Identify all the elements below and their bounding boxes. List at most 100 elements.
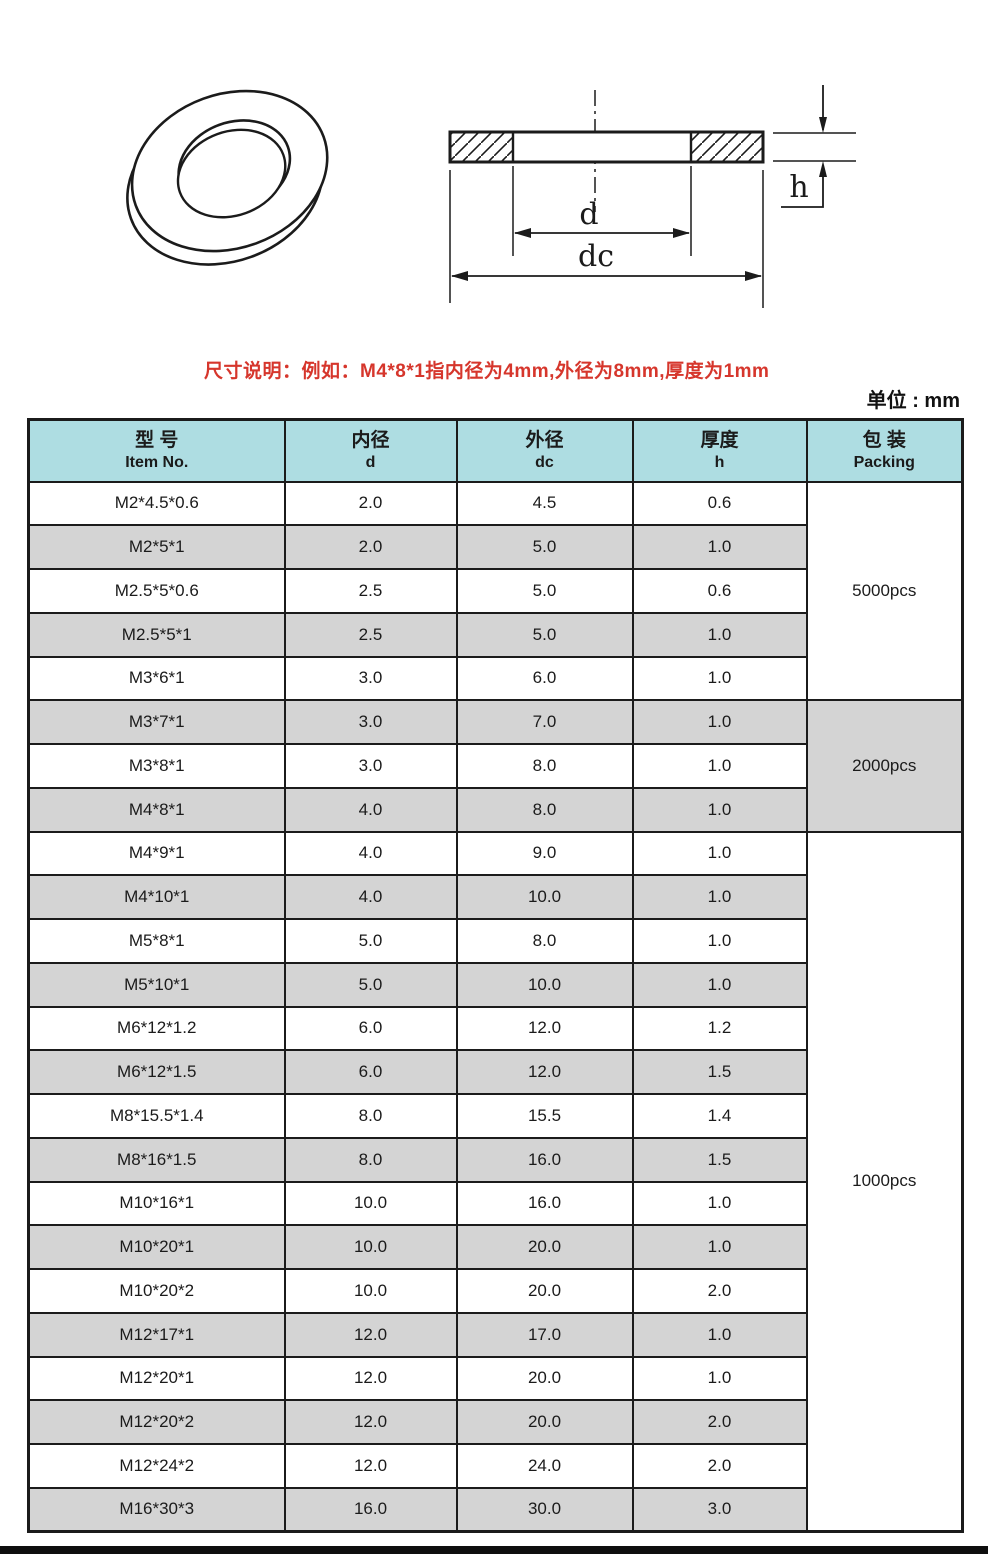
cell-h: 1.0 [631,1355,808,1402]
cell-d: 12.0 [283,1355,458,1402]
cell-d: 4.0 [283,830,458,877]
cell-d: 6.0 [283,1005,458,1052]
cell-item: M12*17*1 [27,1311,286,1358]
table-row: M10*20*2 10.0 20.0 2.0 [27,1268,963,1314]
cell-dc: 20.0 [455,1268,634,1314]
cell-d: 2.0 [283,524,458,570]
cell-d: 5.0 [283,918,458,964]
cell-dc: 30.0 [455,1486,634,1533]
cell-packing: 5000pcs [805,480,964,702]
cell-item: M3*6*1 [27,655,286,702]
cell-dc: 16.0 [455,1136,634,1183]
header-item-no-en: Item No. [125,454,189,472]
cell-packing: 1000pcs [805,830,964,1533]
cell-h: 0.6 [631,568,808,614]
header-inner-diameter: 内径 d [283,418,458,483]
cell-d: 5.0 [283,961,458,1008]
header-item-no-zh: 型 号 [135,430,179,452]
cell-item: M6*12*1.2 [27,1005,286,1052]
cell-h: 2.0 [631,1443,808,1489]
cell-dc: 12.0 [455,1049,634,1095]
cell-h: 1.0 [631,699,808,745]
table-row: M2.5*5*0.6 2.5 5.0 0.6 [27,568,963,614]
cell-d: 10.0 [283,1268,458,1314]
cell-h: 2.0 [631,1399,808,1445]
dim-label-h: h [789,170,808,205]
header-inner-diameter-en: d [365,454,376,472]
table-row: M3*7*1 3.0 7.0 1.0 2000pcs [27,699,964,833]
cell-dc: 5.0 [455,611,634,658]
cell-d: 3.0 [283,655,458,702]
washer-cross-section: d dc h [448,85,856,308]
cell-d: 4.0 [283,874,458,920]
cell-item: M16*30*3 [27,1486,286,1533]
cell-d: 12.0 [283,1311,458,1358]
cell-item: M5*8*1 [27,918,286,964]
cell-h: 1.0 [631,1224,808,1270]
cell-dc: 10.0 [455,874,634,920]
header-thickness-en: h [714,454,725,472]
cell-dc: 24.0 [455,1443,634,1489]
cell-d: 2.5 [283,611,458,658]
cell-item: M12*24*2 [27,1443,286,1489]
cell-dc: 9.0 [455,830,634,877]
table-row: M12*20*2 12.0 20.0 2.0 [27,1399,963,1445]
header-item-no: 型 号 Item No. [27,418,286,483]
cell-dc: 20.0 [455,1224,634,1270]
washer-technical-drawing: d dc h [126,85,856,308]
cell-d: 8.0 [283,1093,458,1139]
cell-dc: 8.0 [455,918,634,964]
cell-d: 2.0 [283,480,458,527]
cell-h: 3.0 [631,1486,808,1533]
cell-h: 1.0 [631,961,808,1008]
header-packing: 包 装 Packing [805,418,964,483]
cell-item: M12*20*1 [27,1355,286,1402]
table-row: M5*10*1 5.0 10.0 1.0 [27,961,963,1008]
cell-dc: 20.0 [455,1399,634,1445]
cell-d: 3.0 [283,743,458,789]
cell-dc: 15.5 [455,1093,634,1139]
cell-dc: 20.0 [455,1355,634,1402]
bottom-divider-bar [0,1546,988,1554]
table-row: M4*9*1 4.0 9.0 1.0 1000pcs [27,830,964,1533]
table-row: M2*5*1 2.0 5.0 1.0 [27,524,963,570]
washer-3d-view [126,89,329,266]
cell-h: 0.6 [631,480,808,527]
header-outer-diameter-en: dc [535,454,554,472]
table-header-row: 型 号 Item No. 内径 d 外径 dc 厚度 h 包 装 Packing [27,418,964,483]
cell-h: 1.0 [631,1311,808,1358]
cell-h: 1.4 [631,1093,808,1139]
cell-item: M3*8*1 [27,743,286,789]
cell-dc: 4.5 [455,480,634,527]
cell-item: M5*10*1 [27,961,286,1008]
cell-dc: 16.0 [455,1180,634,1227]
cell-dc: 10.0 [455,961,634,1008]
header-packing-en: Packing [853,454,915,472]
table-row: M8*15.5*1.4 8.0 15.5 1.4 [27,1093,963,1139]
table-row: M8*16*1.5 8.0 16.0 1.5 [27,1136,963,1183]
cell-dc: 17.0 [455,1311,634,1358]
table-row: M2.5*5*1 2.5 5.0 1.0 [27,611,963,658]
table-row: M4*10*1 4.0 10.0 1.0 [27,874,963,920]
cell-d: 2.5 [283,568,458,614]
cell-dc: 5.0 [455,524,634,570]
cell-d: 4.0 [283,786,458,833]
cell-h: 1.5 [631,1049,808,1095]
unit-label: 单位 : mm [866,390,960,412]
cell-h: 2.0 [631,1268,808,1314]
cell-h: 1.0 [631,918,808,964]
cell-d: 16.0 [283,1486,458,1533]
table-row: M6*12*1.2 6.0 12.0 1.2 [27,1005,963,1052]
table-row: M12*17*1 12.0 17.0 1.0 [27,1311,963,1358]
cell-h: 1.5 [631,1136,808,1183]
cell-item: M12*20*2 [27,1399,286,1445]
cell-item: M10*20*1 [27,1224,286,1270]
cell-dc: 7.0 [455,699,634,745]
cell-d: 12.0 [283,1399,458,1445]
header-thickness: 厚度 h [631,418,808,483]
table-row: M12*20*1 12.0 20.0 1.0 [27,1355,963,1402]
header-thickness-zh: 厚度 [700,430,739,452]
table-row: M3*8*1 3.0 8.0 1.0 [27,743,963,789]
header-inner-diameter-zh: 内径 [351,430,390,452]
cell-item: M2*5*1 [27,524,286,570]
